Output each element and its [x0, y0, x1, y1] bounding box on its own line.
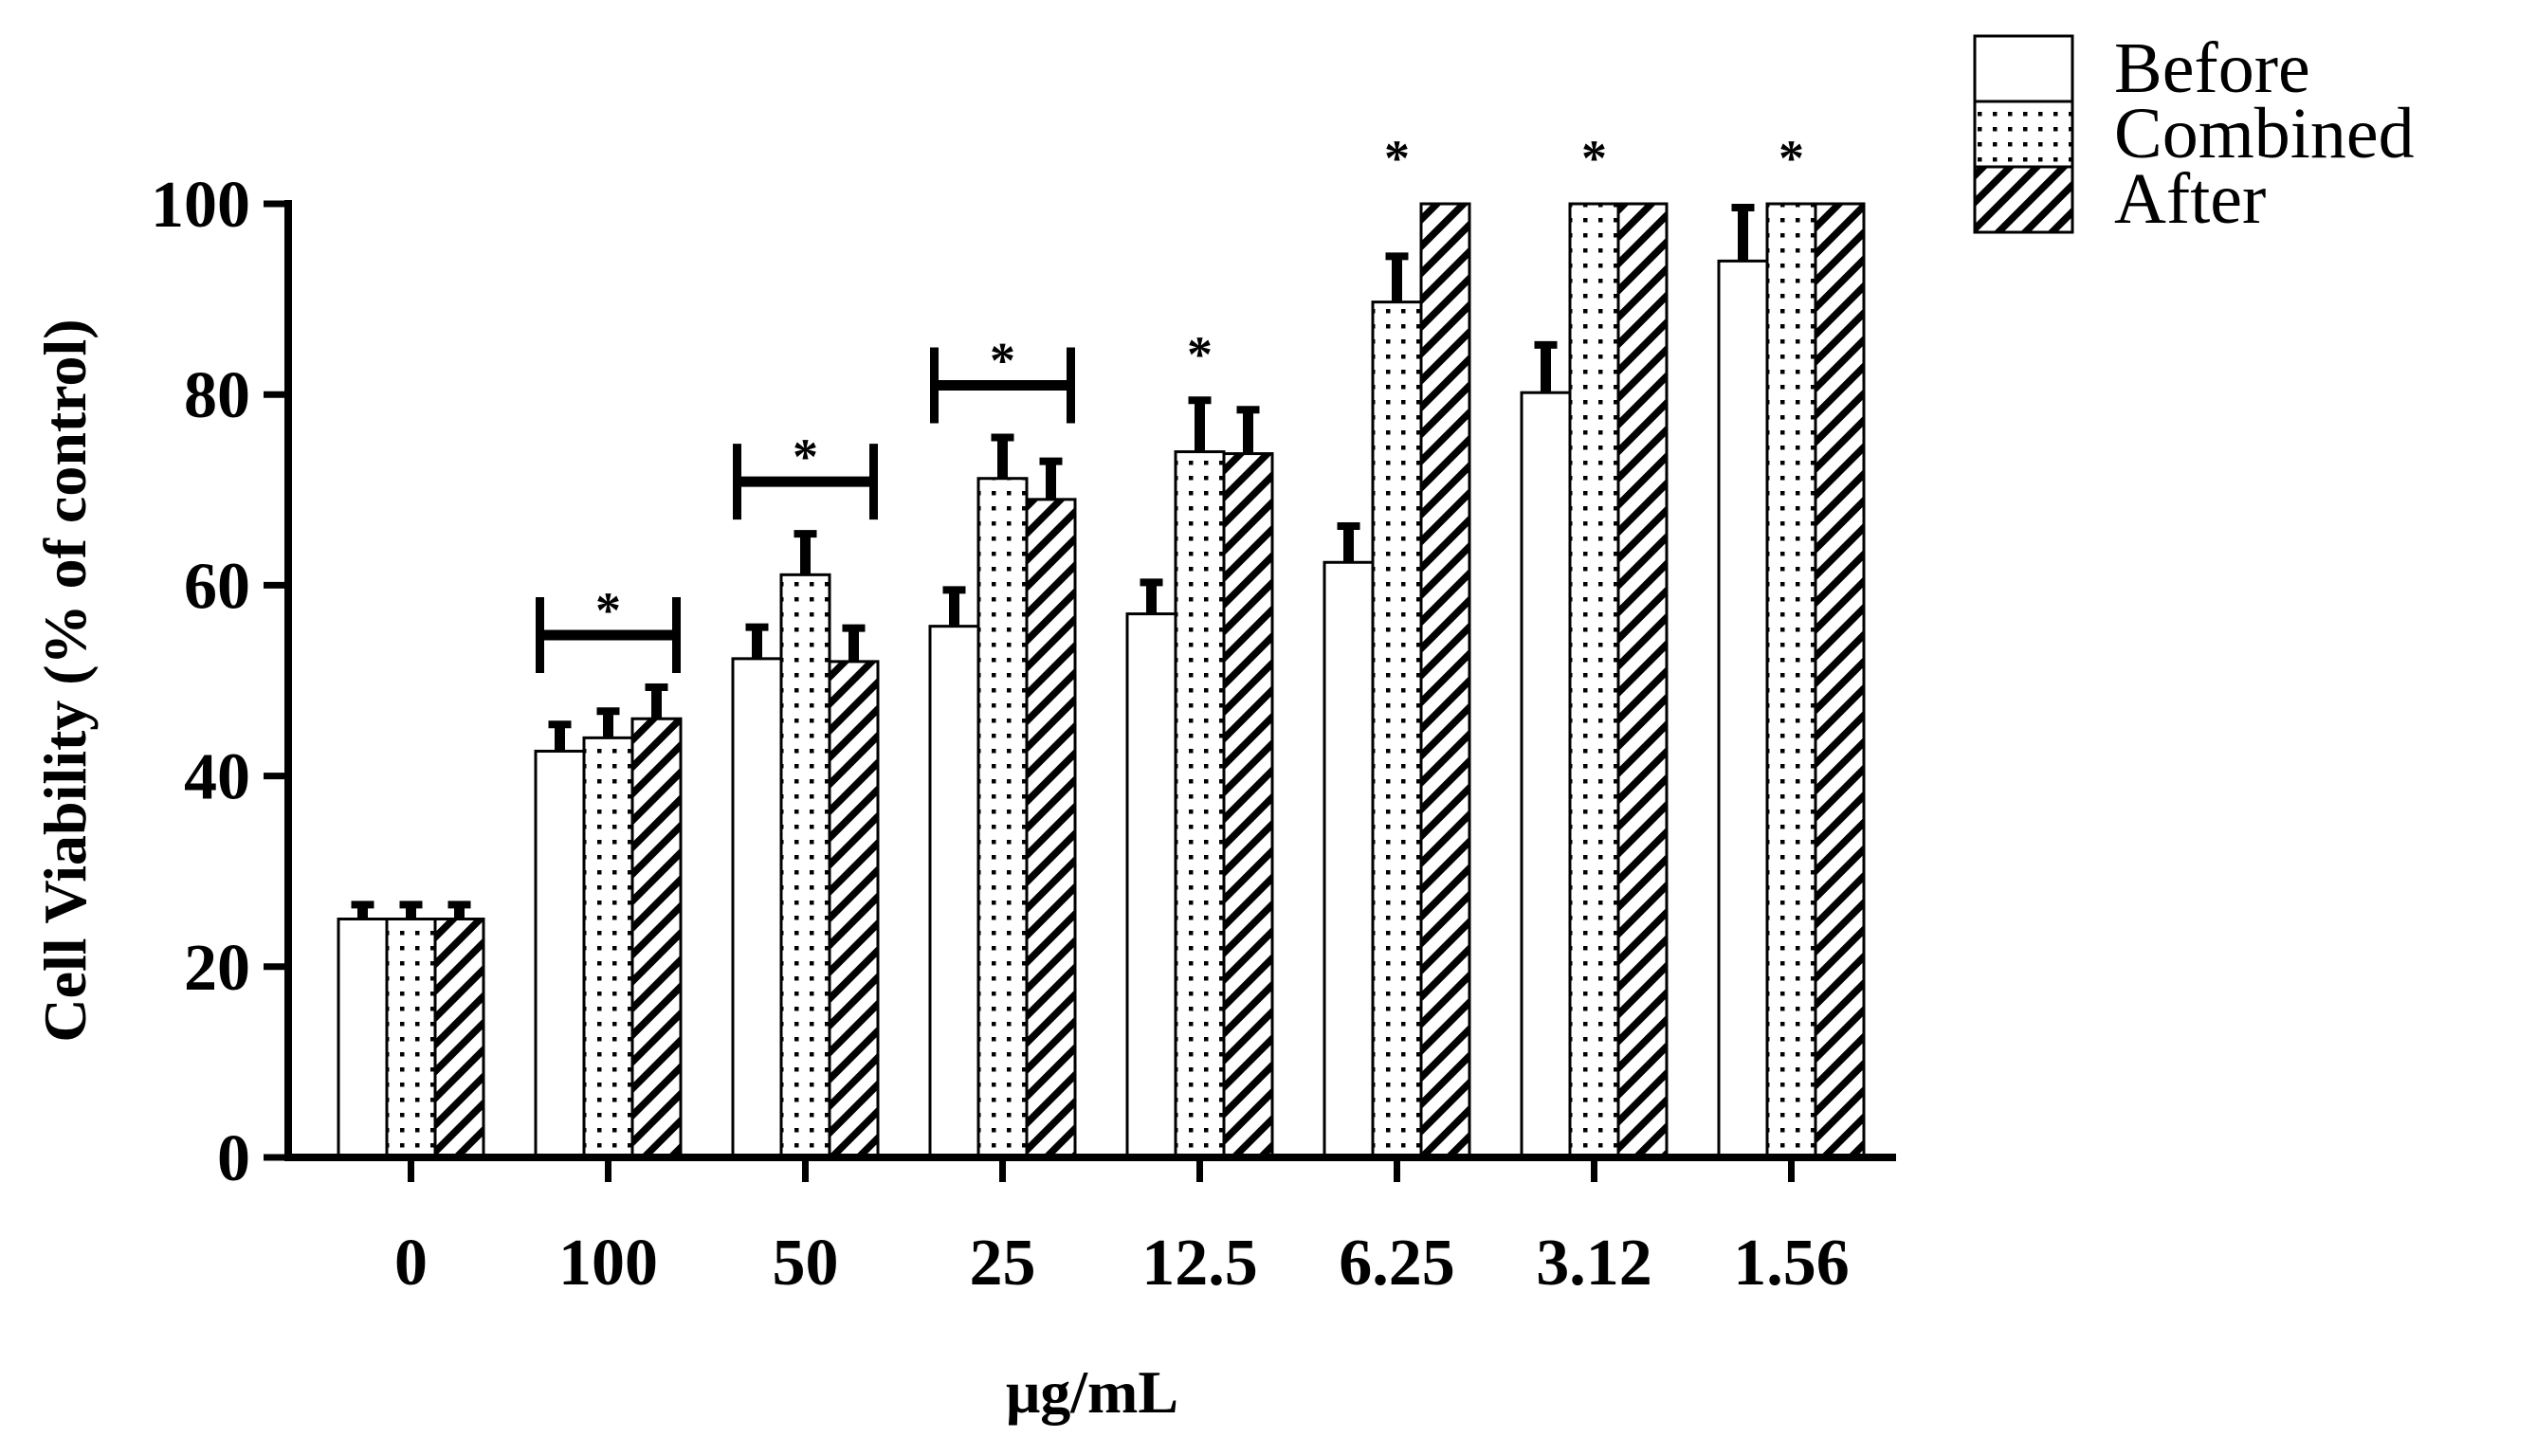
significance-marker: *	[595, 582, 621, 639]
y-axis-title: Cell Viability (% of control)	[31, 318, 99, 1042]
y-tick-label: 100	[151, 169, 250, 242]
x-tick-label-1-56: 1.56	[1733, 1227, 1850, 1300]
bar-combined-50	[779, 573, 831, 1159]
x-tick-label-0: 0	[394, 1227, 428, 1300]
bar-before-1-56	[1717, 259, 1769, 1159]
legend-label-before: Before	[2114, 28, 2310, 108]
x-axis-title: μg/mL	[1006, 1358, 1178, 1426]
legend-swatch-before	[1973, 34, 2074, 103]
x-tick-label-100: 100	[558, 1227, 658, 1300]
bar-after-50	[828, 660, 880, 1159]
bar-combined-25	[976, 477, 1029, 1159]
significance-marker: *	[1384, 130, 1410, 187]
bar-before-6-25	[1323, 560, 1375, 1159]
significance-marker: *	[793, 428, 818, 485]
bar-combined-0	[385, 918, 437, 1159]
bar-after-25	[1025, 498, 1077, 1159]
bar-combined-6-25	[1371, 300, 1423, 1159]
bar-combined-1-56	[1765, 202, 1817, 1159]
bar-combined-12-5	[1174, 450, 1226, 1159]
bar-before-25	[928, 625, 980, 1159]
y-tick-label: 0	[217, 1122, 250, 1195]
y-tick-label: 80	[184, 359, 250, 432]
legend-label-combined: Combined	[2114, 94, 2415, 173]
y-tick-label: 40	[184, 741, 250, 814]
bar-after-6-25	[1419, 202, 1471, 1159]
bar-before-3-12	[1520, 391, 1572, 1159]
bar-after-12-5	[1222, 452, 1274, 1159]
x-tick-label-6-25: 6.25	[1339, 1227, 1455, 1300]
significance-marker: *	[1779, 130, 1804, 187]
bar-before-100	[534, 749, 586, 1159]
bar-after-1-56	[1814, 202, 1866, 1159]
significance-marker: *	[1581, 130, 1607, 187]
bar-after-0	[433, 918, 485, 1159]
x-tick-label-12-5: 12.5	[1141, 1227, 1258, 1300]
significance-marker: *	[990, 332, 1015, 389]
y-tick-label: 20	[184, 932, 250, 1005]
x-tick-label-25: 25	[970, 1227, 1036, 1300]
legend-label-after: After	[2114, 159, 2266, 239]
bar-after-3-12	[1616, 202, 1669, 1159]
bar-after-100	[630, 717, 683, 1159]
legend-swatch-combined	[1973, 100, 2074, 169]
legend-swatch-after	[1973, 165, 2074, 234]
plot-area: 0 20 40 60 80 100 * * * * * * * 0 100 50 25 12.5 6.25 3.12 1…	[151, 130, 1896, 1300]
x-tick-label-3-12: 3.12	[1536, 1227, 1652, 1300]
y-tick-label: 60	[184, 550, 250, 623]
bar-before-50	[731, 657, 783, 1159]
bar-before-0	[337, 918, 389, 1159]
significance-marker: *	[1187, 326, 1213, 383]
bar-combined-100	[582, 736, 634, 1159]
bar-before-12-5	[1125, 612, 1177, 1159]
bar-combined-3-12	[1568, 202, 1620, 1159]
x-tick-label-50: 50	[773, 1227, 839, 1300]
